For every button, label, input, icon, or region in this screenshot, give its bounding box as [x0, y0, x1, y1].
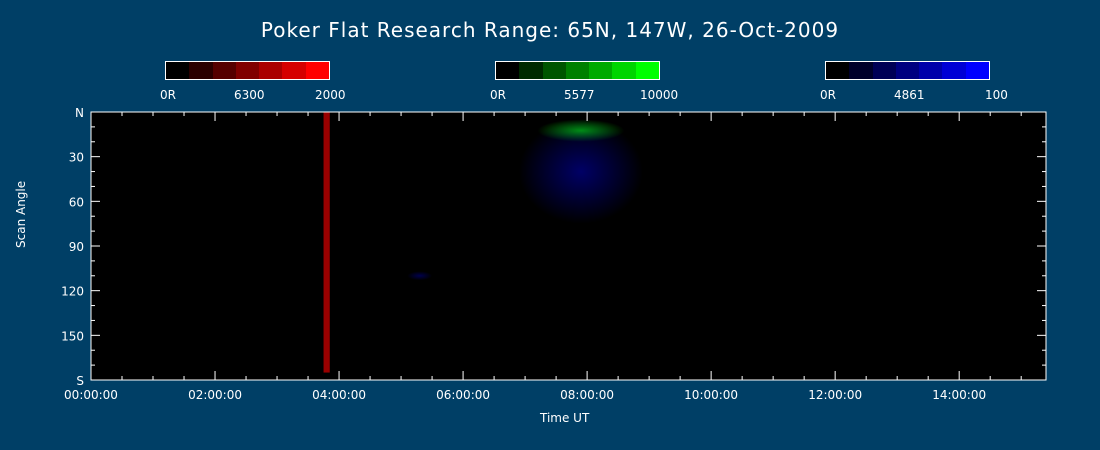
colorbar-5577-max-label: 10000: [640, 88, 679, 102]
colorbar-segment: [849, 62, 873, 79]
colorbar-segment: [282, 62, 306, 79]
x-tick-label: 08:00:00: [560, 388, 614, 402]
colorbar-4861-min-label: 0R: [820, 88, 836, 102]
x-tick-label: 04:00:00: [312, 388, 366, 402]
chart-title: Poker Flat Research Range: 65N, 147W, 26…: [260, 18, 840, 42]
colorbar-segment: [589, 62, 613, 79]
colorbar-segment: [895, 62, 920, 79]
colorbar-segment: [519, 62, 543, 79]
emission-feature-4861: [518, 119, 643, 224]
x-tick-label: 06:00:00: [436, 388, 490, 402]
colorbar-4861: [825, 61, 990, 80]
colorbar-6300-min-label: 0R: [160, 88, 176, 102]
y-tick-label: 60: [69, 195, 84, 209]
y-tick-label: 120: [61, 285, 84, 299]
x-axis-title: Time UT: [540, 411, 590, 425]
colorbar-segment: [965, 62, 989, 79]
x-tick-label: 14:00:00: [932, 388, 986, 402]
x-tick-label: 10:00:00: [684, 388, 738, 402]
colorbar-segment: [826, 62, 850, 79]
colorbar-segment: [166, 62, 190, 79]
colorbar-segment: [635, 62, 659, 79]
colorbar-segment: [305, 62, 329, 79]
colorbar-segment: [919, 62, 943, 79]
colorbar-4861-mid-label: 4861: [894, 88, 925, 102]
y-tick-label: N: [75, 106, 84, 120]
colorbar-segment: [212, 62, 236, 79]
emission-feature-4861: [407, 271, 433, 281]
x-tick-label: 00:00:00: [64, 388, 118, 402]
colorbar-segment: [235, 62, 260, 79]
colorbar-segment: [872, 62, 896, 79]
colorbar-segment: [189, 62, 213, 79]
colorbar-6300-mid-label: 6300: [234, 88, 265, 102]
colorbar-6300-max-label: 2000: [315, 88, 346, 102]
colorbar-segment: [542, 62, 566, 79]
colorbar-6300: [165, 61, 330, 80]
colorbar-segment: [942, 62, 966, 79]
y-tick-label: S: [76, 374, 84, 388]
y-axis-title: Scan Angle: [14, 180, 28, 248]
y-tick-label: 150: [61, 329, 84, 343]
colorbar-5577-mid-label: 5577: [564, 88, 595, 102]
emission-feature-6300: [323, 112, 330, 373]
y-tick-label: 90: [69, 240, 84, 254]
x-tick-label: 12:00:00: [808, 388, 862, 402]
colorbar-4861-max-label: 100: [985, 88, 1008, 102]
y-tick-label: 30: [69, 151, 84, 165]
colorbar-segment: [565, 62, 590, 79]
colorbar-segment: [496, 62, 520, 79]
colorbar-segment: [612, 62, 636, 79]
colorbar-5577: [495, 61, 660, 80]
colorbar-5577-min-label: 0R: [490, 88, 506, 102]
x-tick-label: 02:00:00: [188, 388, 242, 402]
colorbar-segment: [259, 62, 283, 79]
